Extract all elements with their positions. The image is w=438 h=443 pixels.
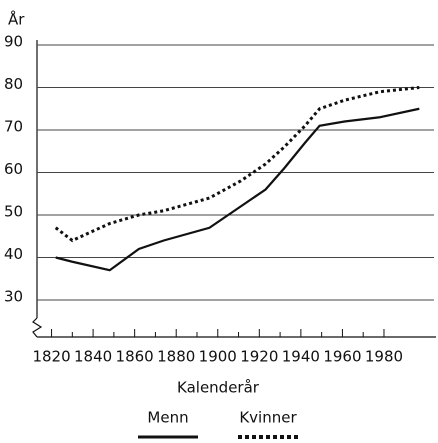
x-tick-label: 1920 xyxy=(240,348,278,366)
y-tick-label: 40 xyxy=(4,245,23,263)
y-tick-label: 90 xyxy=(4,33,23,51)
y-tick-label: 50 xyxy=(4,203,23,221)
y-tick-label: 70 xyxy=(4,118,23,136)
legend-label: Kvinner xyxy=(239,409,297,427)
series-line xyxy=(55,107,420,272)
x-tick-label: 1860 xyxy=(116,348,154,366)
y-tick-label: 80 xyxy=(4,75,23,93)
x-tick-label: 1900 xyxy=(199,348,237,366)
x-tick-label: 1820 xyxy=(32,348,70,366)
x-tick-label: 1960 xyxy=(323,348,361,366)
x-tick-label: 1980 xyxy=(365,348,403,366)
axis-break xyxy=(32,317,43,338)
y-tick-label: 30 xyxy=(4,288,23,306)
x-tick-label: 1880 xyxy=(157,348,195,366)
x-tick-label: 1840 xyxy=(74,348,112,366)
x-tick-label: 1940 xyxy=(282,348,320,366)
y-tick-label: 60 xyxy=(4,160,23,178)
series-line xyxy=(54,86,420,243)
legend-label: Menn xyxy=(147,409,188,427)
x-axis-label: Kalenderår xyxy=(177,379,260,397)
y-axis-label: År xyxy=(8,10,25,29)
